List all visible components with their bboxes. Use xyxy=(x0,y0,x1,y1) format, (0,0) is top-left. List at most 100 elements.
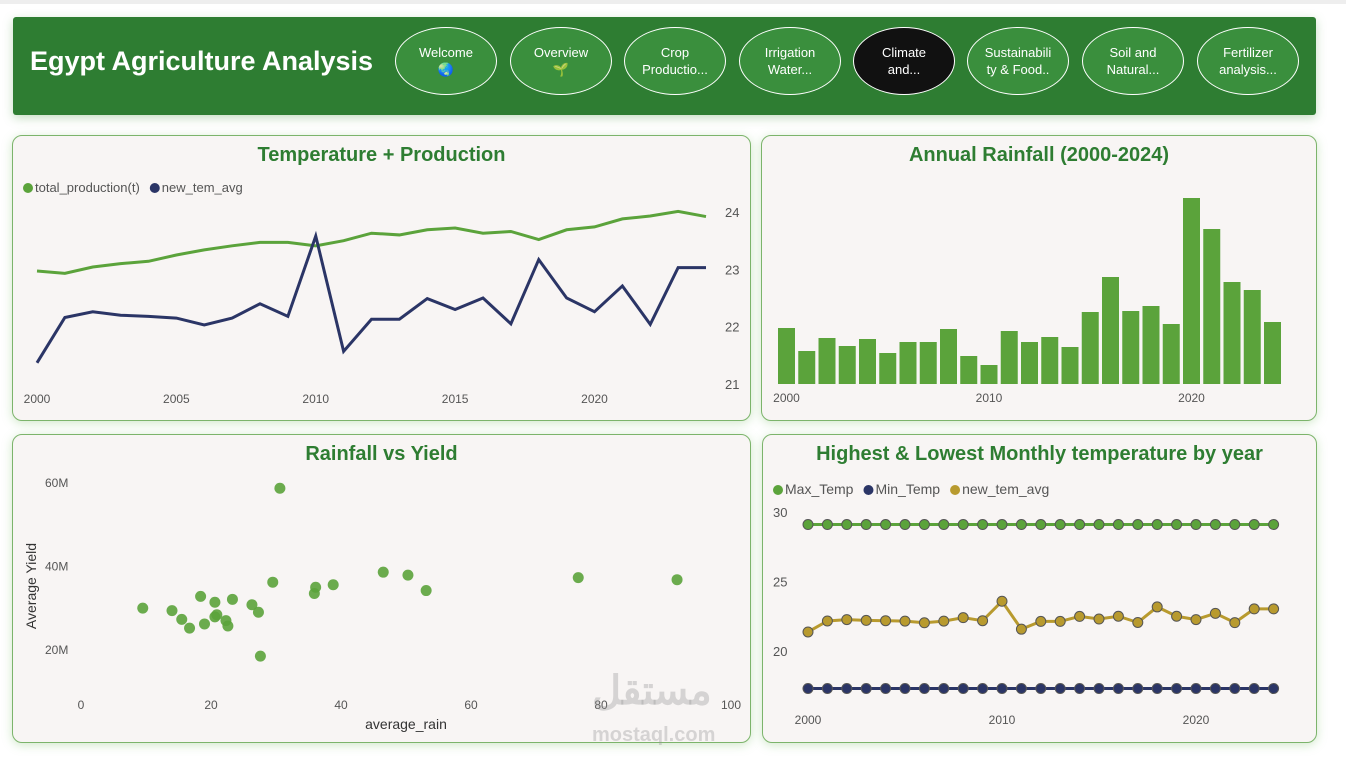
nav-label: Irrigation Water... xyxy=(764,45,816,77)
nav-label: Crop Productio... xyxy=(642,45,708,77)
watermark-logo: مستقل xyxy=(592,669,712,713)
legend-label: total_production(t) xyxy=(35,180,140,195)
series-marker xyxy=(1268,603,1280,615)
nav-button-4[interactable]: Climate and... xyxy=(853,27,955,95)
x-tick-label: 2000 xyxy=(24,392,51,406)
series-marker xyxy=(841,519,853,531)
x-axis-title: average_rain xyxy=(365,716,447,732)
rainfall-bar xyxy=(1183,198,1200,384)
nav-label: Soil and Natural... xyxy=(1106,45,1160,77)
series-marker xyxy=(1229,519,1241,531)
panel-temperature-production: Temperature + Production total_productio… xyxy=(12,135,751,421)
series-marker xyxy=(1209,683,1221,695)
nav-button-5[interactable]: Sustainabili ty & Food.. xyxy=(967,27,1069,95)
x-tick-label: 100 xyxy=(721,698,741,712)
x-tick-label: 2000 xyxy=(773,391,800,405)
globe-icon: 🌏 xyxy=(437,62,455,77)
rainfall-bar xyxy=(1203,229,1221,384)
series-marker xyxy=(1132,683,1144,695)
monthly-temperature-chart: Max_Temp Min_Temp new_tem_avg 20 25 30 2000 201… xyxy=(773,481,1280,727)
rainfall-bar xyxy=(1061,347,1079,384)
rainfall-bar xyxy=(879,353,897,384)
rainfall-bar xyxy=(1264,322,1281,384)
series-marker xyxy=(899,683,911,695)
scatter-point xyxy=(184,622,196,634)
series-marker xyxy=(821,519,833,531)
series-marker xyxy=(918,617,930,629)
nav-button-2[interactable]: Crop Productio... xyxy=(624,27,726,95)
series-marker xyxy=(1054,683,1066,695)
x-tick-label: 2015 xyxy=(442,392,469,406)
nav-label: Climate and... xyxy=(881,45,927,77)
series-marker xyxy=(1132,519,1144,531)
y-tick-label: 20 xyxy=(773,644,787,659)
nav-button-0[interactable]: Welcome 🌏 xyxy=(395,27,497,95)
series-marker xyxy=(1190,519,1202,531)
legend-marker xyxy=(863,485,874,495)
annual-rainfall-chart: 2000 2010 2020 xyxy=(773,198,1281,405)
x-tick-label: 2000 xyxy=(795,713,822,727)
scatter-point xyxy=(671,574,683,586)
chart-title: Highest & Lowest Monthly temperature by … xyxy=(816,443,1263,465)
y-tick-label: 25 xyxy=(773,575,787,590)
series-marker xyxy=(1015,623,1027,635)
scatter-point xyxy=(274,482,286,494)
series-marker xyxy=(918,519,930,531)
scatter-point xyxy=(254,650,266,662)
series-marker xyxy=(802,683,814,695)
series-marker xyxy=(1229,617,1241,629)
nav-button-7[interactable]: Fertilizer analysis... xyxy=(1197,27,1299,95)
nav-label: Overview xyxy=(533,45,589,60)
header-bar: Egypt Agriculture Analysis Welcome 🌏 Overv… xyxy=(13,17,1316,115)
series-marker xyxy=(1171,683,1183,695)
y-tick-label: 60M xyxy=(45,476,68,490)
series-marker xyxy=(1112,519,1124,531)
nav-button-6[interactable]: Soil and Natural... xyxy=(1082,27,1184,95)
rainfall-bar xyxy=(798,351,816,384)
series-marker xyxy=(977,683,989,695)
series-marker xyxy=(1074,519,1086,531)
series-marker xyxy=(1248,603,1260,615)
x-tick-label: 2020 xyxy=(581,392,608,406)
series-marker xyxy=(860,683,872,695)
rainfall-bar xyxy=(1021,342,1038,384)
scatter-point xyxy=(226,593,238,605)
scatter-point xyxy=(572,572,584,584)
series-marker xyxy=(1209,519,1221,531)
series-marker xyxy=(938,615,950,627)
series-marker xyxy=(938,683,950,695)
rainfall-bar xyxy=(1041,337,1059,384)
series-marker xyxy=(977,519,989,531)
series-marker xyxy=(802,626,814,638)
nav-button-3[interactable]: Irrigation Water... xyxy=(739,27,841,95)
series-marker xyxy=(1268,519,1280,531)
rainfall-yield-scatter: 20M 40M 60M 0 20 40 60 80 100 average_rain Average… xyxy=(23,476,741,732)
rainfall-bar xyxy=(1243,290,1261,384)
x-tick-label: 0 xyxy=(78,698,85,712)
rainfall-bar xyxy=(1223,282,1241,384)
series-marker xyxy=(841,614,853,626)
series-marker xyxy=(1248,519,1260,531)
series-marker xyxy=(1190,614,1202,626)
scatter-point xyxy=(377,566,389,578)
y-tick-label: 20M xyxy=(45,643,68,657)
series-marker xyxy=(1132,617,1144,629)
legend-label: new_tem_avg xyxy=(162,180,243,195)
series-marker xyxy=(1054,519,1066,531)
nav-label: Fertilizer analysis... xyxy=(1219,45,1277,77)
series-marker xyxy=(1093,613,1105,625)
series-marker xyxy=(1093,683,1105,695)
rainfall-bar xyxy=(1081,312,1099,384)
series-marker xyxy=(1093,519,1105,531)
series-marker xyxy=(841,683,853,695)
nav-button-1[interactable]: Overview 🌱 xyxy=(510,27,612,95)
series-marker xyxy=(821,615,833,627)
y-tick-label: 24 xyxy=(725,205,739,220)
series-marker xyxy=(1074,683,1086,695)
scatter-point xyxy=(211,609,223,621)
series-marker xyxy=(1151,683,1163,695)
rainfall-bar xyxy=(778,328,795,384)
watermark-logo-latin: mostaql.com xyxy=(592,724,716,746)
scatter-point xyxy=(267,576,279,588)
rainfall-bar xyxy=(960,356,978,384)
